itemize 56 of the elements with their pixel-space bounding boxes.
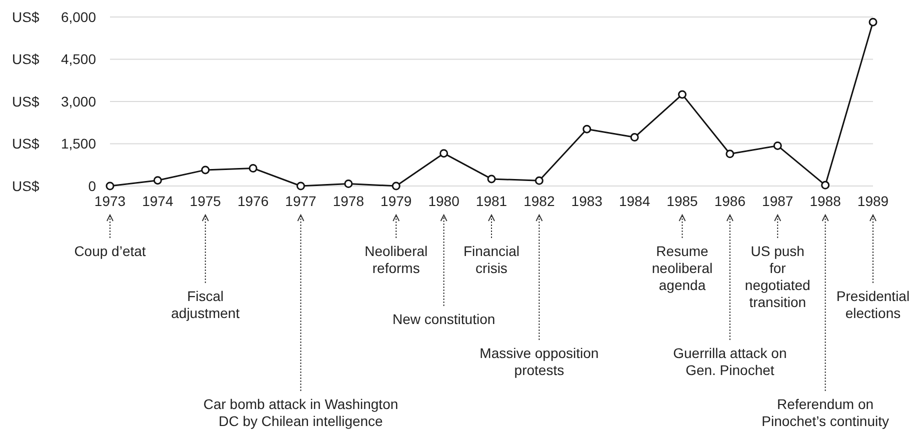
point: [392, 182, 400, 190]
point: [630, 133, 639, 142]
point: [106, 182, 114, 190]
x-tick-label: 1979: [380, 193, 412, 209]
x-tick-label: 1984: [618, 193, 650, 209]
point: [296, 182, 305, 190]
text: US$: [12, 136, 40, 152]
annotation: Neoliberal reforms: [364, 243, 428, 276]
point: [534, 176, 544, 185]
point: [726, 150, 734, 158]
annotation: Referendum on Pinochet’s continuity: [762, 396, 889, 429]
point: [773, 141, 782, 150]
x-tick-label: 1977: [285, 193, 317, 209]
y-tick-label: 3,000: [60, 93, 96, 110]
annotation: Massive opposition protests: [480, 345, 599, 378]
text: US$: [12, 93, 40, 110]
annotation: Financial crisis: [463, 243, 520, 276]
x-tick-label: 1986: [714, 193, 746, 209]
y-axis-title: US$: [12, 178, 40, 194]
x-tick-label: 1985: [666, 193, 698, 209]
x-tick-label: 1976: [237, 193, 269, 209]
annotation: New constitution: [392, 311, 496, 327]
x-tick-label: 1978: [332, 193, 364, 209]
x-tick-label: 1975: [190, 193, 222, 209]
x-tick-label: 1981: [476, 193, 508, 209]
annotation: Resume neoliberal agenda: [652, 243, 713, 293]
point: [248, 164, 258, 173]
x-tick-label: 1982: [524, 193, 555, 209]
point: [821, 180, 830, 190]
x-tick-label: 1988: [810, 193, 842, 209]
point: [487, 174, 496, 184]
text: US$: [12, 8, 40, 25]
point: [153, 176, 162, 185]
x-tick-label: 1974: [142, 193, 174, 209]
x-tick-label: 1973: [94, 193, 126, 209]
annotation: Guerrilla attack on Gen. Pinochet: [673, 345, 787, 378]
x-tick-label: 1980: [428, 193, 460, 209]
point: [440, 149, 448, 158]
y-tick-label: 0: [88, 178, 96, 194]
point: [344, 179, 353, 188]
annotation: Presidential elections: [836, 288, 910, 321]
x-tick-label: 1989: [857, 193, 889, 209]
annotation: Fiscal adjustment: [171, 288, 240, 321]
y-tick-label: 4,500: [60, 51, 96, 68]
point: [201, 166, 210, 174]
annotation: Car bomb attack in Washington DC by Chilean intelligence: [203, 396, 398, 429]
y-tick-label: 1,500: [60, 136, 96, 152]
point: [868, 18, 878, 26]
point: [582, 124, 592, 134]
text: US$: [12, 51, 40, 68]
annotation: Coup d’etat: [74, 243, 146, 259]
annotation: US push for negotiated transition: [744, 243, 810, 310]
x-tick-label: 1983: [571, 193, 603, 209]
point: [678, 90, 686, 99]
x-tick-label: 1987: [762, 193, 794, 209]
y-tick-label: 6,000: [60, 8, 96, 25]
